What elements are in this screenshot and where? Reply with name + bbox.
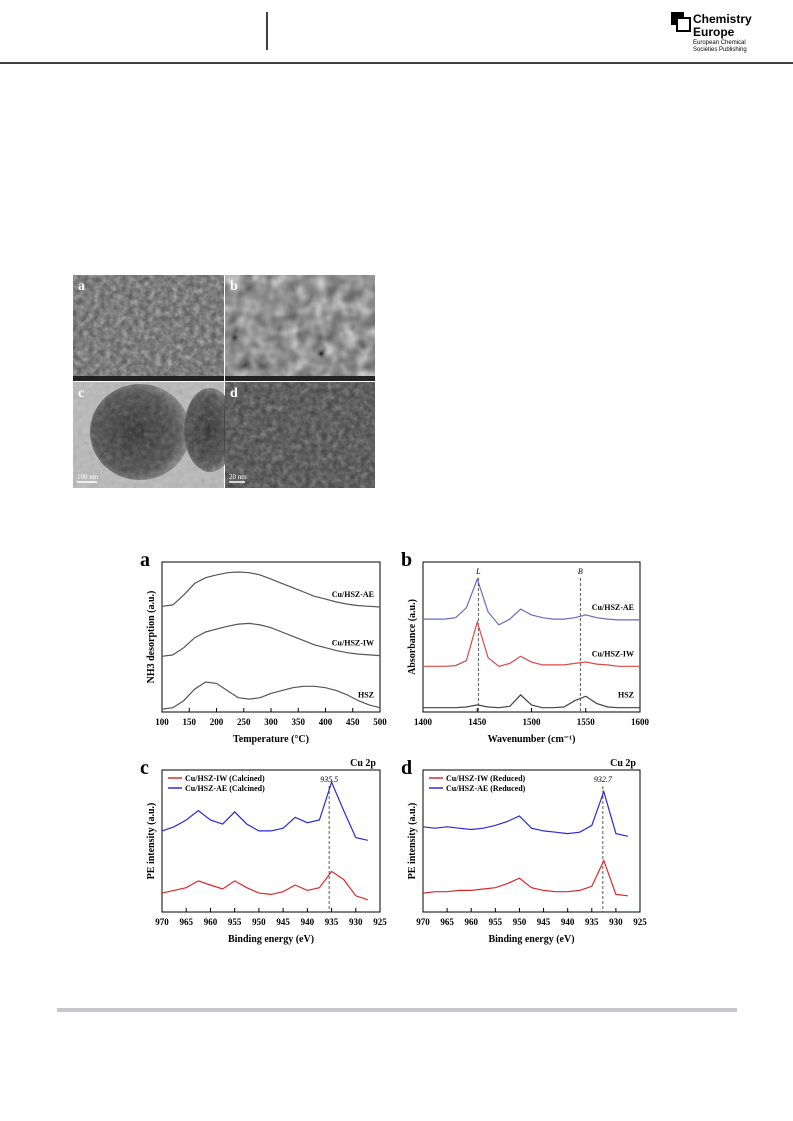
annotation: 935.5 bbox=[320, 775, 338, 784]
annotation: 932.7 bbox=[594, 775, 613, 784]
chart: d 970 965 960 955 950 945 940 935 930 925 Binding e… bbox=[401, 757, 647, 945]
x-tick-label: 450 bbox=[346, 717, 360, 727]
panel-label: c bbox=[78, 386, 84, 401]
data-line bbox=[161, 622, 381, 657]
x-tick-label: 945 bbox=[537, 917, 551, 927]
x-tick-label: 1450 bbox=[468, 717, 487, 727]
corner-label: Cu 2p bbox=[610, 758, 636, 769]
data-line bbox=[161, 681, 381, 710]
x-tick-label: 965 bbox=[440, 917, 454, 927]
data-line bbox=[423, 577, 640, 626]
publisher-text: Societies Publishing bbox=[693, 47, 747, 53]
x-tick-label: 1400 bbox=[414, 717, 433, 727]
legend-label: Cu/HSZ-AE (Calcined) bbox=[185, 784, 265, 793]
legend-label: Cu/HSZ-AE (Reduced) bbox=[446, 784, 526, 793]
x-tick-label: 150 bbox=[183, 717, 197, 727]
x-axis-label: Wavenumber (cm⁻¹) bbox=[488, 734, 576, 745]
x-tick-label: 930 bbox=[349, 917, 363, 927]
x-tick-label: 940 bbox=[301, 917, 315, 927]
annotation: B bbox=[578, 567, 583, 576]
x-tick-label: 300 bbox=[264, 717, 278, 727]
x-tick-label: 955 bbox=[489, 917, 503, 927]
y-axis-label: PE intensity (a.u.) bbox=[146, 803, 157, 880]
series-label: HSZ bbox=[358, 691, 374, 700]
plot-frame bbox=[422, 769, 641, 913]
info-bar bbox=[225, 376, 375, 381]
x-tick-label: 925 bbox=[373, 917, 387, 927]
data-line bbox=[161, 780, 369, 841]
chart: a 100 150 200 250 300 350 400 450 500 Temperature … bbox=[140, 549, 387, 745]
x-tick-label: 200 bbox=[210, 717, 224, 727]
chart: b 1400 1450 1500 1550 1600 Wavenumber (cm⁻¹) Ab… bbox=[401, 549, 650, 745]
x-tick-label: 935 bbox=[585, 917, 599, 927]
series-label: Cu/HSZ-AE bbox=[332, 590, 374, 599]
info-bar bbox=[73, 376, 224, 381]
x-tick-label: 350 bbox=[292, 717, 306, 727]
x-tick-label: 925 bbox=[633, 917, 647, 927]
data-line bbox=[423, 694, 640, 709]
x-axis-label: Binding energy (eV) bbox=[228, 934, 314, 945]
logo-text: Chemistry bbox=[693, 12, 752, 26]
panel-label: b bbox=[230, 279, 238, 294]
panel-letter: a bbox=[140, 549, 150, 571]
plot-frame bbox=[161, 769, 381, 913]
series-label: Cu/HSZ-IW bbox=[332, 639, 374, 648]
x-tick-label: 250 bbox=[237, 717, 251, 727]
x-axis-label: Temperature (°C) bbox=[233, 734, 309, 745]
plot-frame bbox=[422, 561, 641, 713]
x-tick-label: 950 bbox=[252, 917, 266, 927]
series-label: Cu/HSZ-IW bbox=[592, 649, 634, 658]
x-tick-label: 945 bbox=[276, 917, 290, 927]
x-tick-label: 930 bbox=[609, 917, 623, 927]
x-tick-label: 960 bbox=[204, 917, 218, 927]
data-line bbox=[423, 619, 640, 667]
panel-letter: c bbox=[140, 757, 149, 779]
x-tick-label: 950 bbox=[513, 917, 527, 927]
panel-letter: b bbox=[401, 549, 412, 571]
series-label: Cu/HSZ-AE bbox=[592, 603, 634, 612]
x-tick-label: 970 bbox=[155, 917, 169, 927]
y-axis-label: NH3 desorption (a.u.) bbox=[146, 591, 157, 684]
x-tick-label: 940 bbox=[561, 917, 575, 927]
x-tick-label: 400 bbox=[319, 717, 333, 727]
x-tick-label: 500 bbox=[373, 717, 387, 727]
x-tick-label: 970 bbox=[416, 917, 430, 927]
x-axis-label: Binding energy (eV) bbox=[488, 934, 574, 945]
scale-bar-label: 20 nm bbox=[229, 473, 247, 481]
x-tick-label: 1500 bbox=[523, 717, 542, 727]
annotation: L bbox=[475, 567, 481, 576]
legend-label: Cu/HSZ-IW (Reduced) bbox=[446, 774, 526, 783]
x-tick-label: 100 bbox=[155, 717, 169, 727]
logo: Chemistry Europe European Chemical Socie… bbox=[671, 12, 752, 53]
series-label: HSZ bbox=[618, 691, 634, 700]
logo-square bbox=[676, 17, 691, 32]
x-tick-label: 960 bbox=[464, 917, 478, 927]
corner-label: Cu 2p bbox=[350, 758, 376, 769]
logo-text: Europe bbox=[693, 25, 735, 39]
publisher-text: European Chemical bbox=[693, 40, 746, 46]
chart: c 970 965 960 955 950 945 940 935 930 925 Binding e… bbox=[140, 757, 387, 945]
data-line bbox=[422, 859, 628, 897]
sem-texture bbox=[73, 275, 224, 381]
micrograph-figure: a b c d 100 nm 20 nm bbox=[73, 275, 375, 488]
x-tick-label: 935 bbox=[325, 917, 339, 927]
x-tick-label: 965 bbox=[179, 917, 193, 927]
tem-texture bbox=[73, 382, 224, 488]
x-tick-label: 1550 bbox=[577, 717, 596, 727]
y-axis-label: Absorbance (a.u.) bbox=[407, 599, 418, 675]
scale-bar-label: 100 nm bbox=[77, 473, 99, 481]
data-line bbox=[161, 870, 369, 901]
sem-texture bbox=[225, 275, 375, 381]
data-line bbox=[161, 571, 381, 608]
panel-letter: d bbox=[401, 757, 412, 779]
legend-label: Cu/HSZ-IW (Calcined) bbox=[185, 774, 265, 783]
tem-texture bbox=[225, 382, 375, 488]
x-tick-label: 1600 bbox=[631, 717, 650, 727]
x-tick-label: 955 bbox=[228, 917, 242, 927]
panel-label: d bbox=[230, 386, 238, 401]
data-line bbox=[422, 789, 629, 837]
panel-label: a bbox=[78, 279, 85, 294]
y-axis-label: PE intensity (a.u.) bbox=[407, 803, 418, 880]
